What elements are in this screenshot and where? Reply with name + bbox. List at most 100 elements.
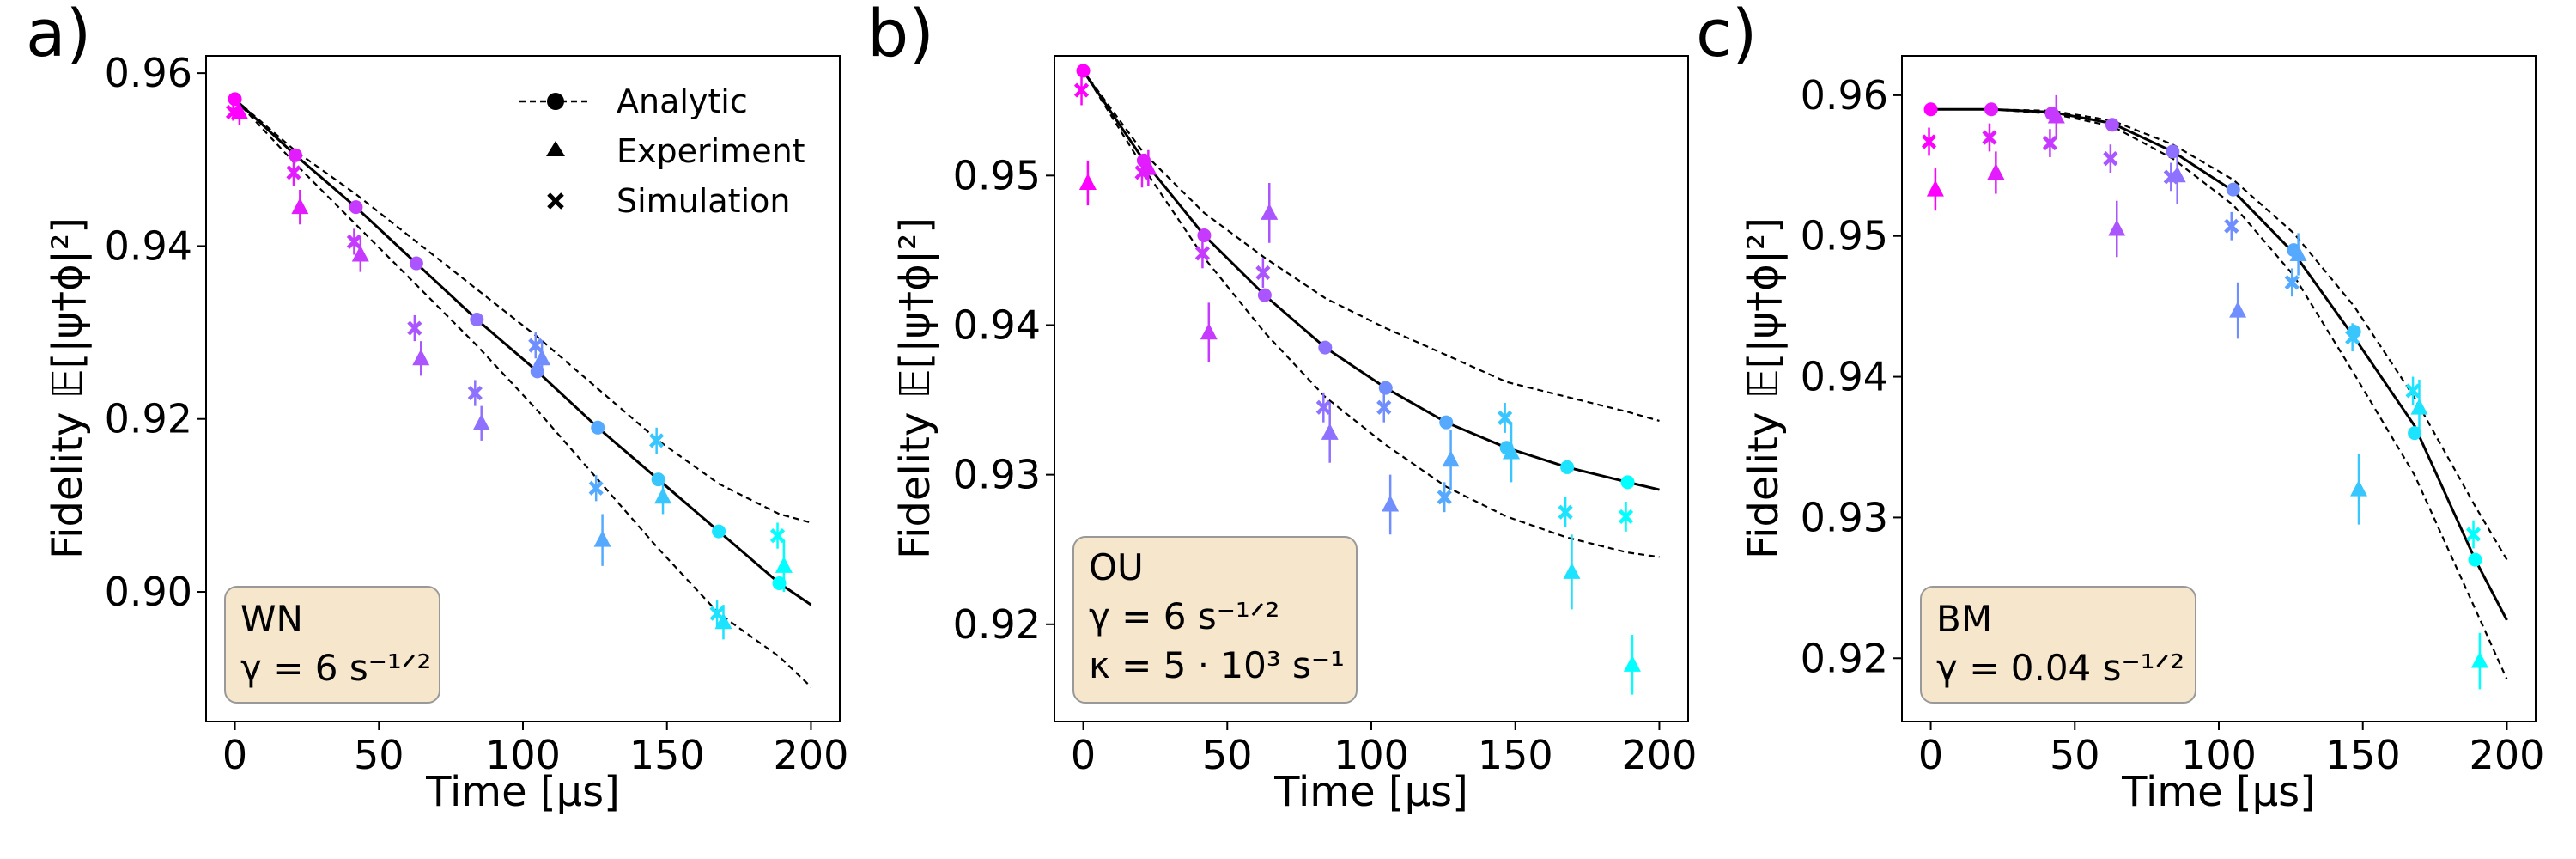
panel-b: b) 0 50 100 150 200 0.92 0.93 0.94 0.95 Time [μs…: [867, 0, 1697, 816]
y-tick-label: 0.95: [953, 152, 1041, 198]
panel-c-marks: [1921, 94, 2508, 690]
experiment-point: [2350, 479, 2368, 497]
panel-c-analytic-mean-line: [1930, 107, 2508, 621]
panel-b-box-line-3: κ = 5 · 10³ s⁻¹: [1089, 644, 1345, 686]
y-tick-label: 0.96: [105, 50, 192, 96]
simulation-point: [1315, 399, 1331, 415]
panel-c-analytic-lower-line: [1930, 108, 2508, 680]
simulation-point: [225, 104, 241, 120]
simulation-point: [286, 165, 301, 180]
legend-analytic-marker: [547, 93, 564, 110]
simulation-point: [467, 385, 483, 401]
simulation-point: [1921, 134, 1937, 149]
x-tick-label: 200: [774, 732, 849, 778]
panel-a-parameter-box: WN γ = 6 s⁻¹ᐟ²: [224, 586, 440, 704]
legend-experiment-label: Experiment: [617, 132, 805, 170]
panel-c-ylabel: Fidelity 𝔼[|ψ†ϕ|²]: [1740, 217, 1788, 559]
panel-a-marks: [225, 92, 812, 688]
x-tick-label: 150: [629, 732, 705, 778]
simulation-point: [407, 320, 422, 336]
y-tick-label: 0.95: [1801, 213, 1888, 259]
simulation-point: [1376, 399, 1392, 415]
analytic-point: [1378, 381, 1393, 395]
y-tick-label: 0.93: [953, 452, 1041, 498]
panel-b-ylabel: Fidelity 𝔼[|ψ†ϕ|²]: [891, 217, 939, 559]
experiment-point: [1926, 180, 1944, 197]
analytic-point: [2347, 325, 2361, 339]
panel-b-marks: [1073, 64, 1660, 695]
analytic-point: [1984, 102, 1998, 117]
y-tick-label: 0.94: [1801, 354, 1888, 400]
panel-c-letter: c): [1696, 0, 1757, 71]
experiment-point: [1563, 562, 1581, 579]
simulation-point: [709, 606, 725, 621]
simulation-point: [649, 433, 665, 448]
experiment-point: [775, 556, 793, 573]
experiment-point: [2108, 219, 2126, 236]
simulation-point: [346, 234, 362, 249]
experiment-point: [2410, 398, 2428, 415]
simulation-point: [1134, 165, 1150, 180]
panel-c-box-bg: [1920, 586, 2196, 704]
panel-c-parameter-box: BM γ = 0.04 s⁻¹ᐟ²: [1920, 586, 2196, 704]
x-tick-label: 50: [2050, 732, 2100, 778]
panel-b-box-bg: [1072, 536, 1358, 704]
panel-b-analytic-mean-line: [1082, 70, 1660, 491]
x-tick-label: 0: [222, 732, 247, 778]
panel-b-ticks: 0 50 100 150 200 0.92 0.93 0.94 0.95: [953, 152, 1698, 778]
panel-b-xlabel: Time [μs]: [1273, 768, 1468, 816]
panel-c-ticks: 0 50 100 150 200 0.92 0.93 0.94 0.95 0.96: [1801, 72, 2545, 778]
analytic-point: [2287, 243, 2301, 258]
panel-a-analytic-lower-line: [234, 98, 812, 688]
panel-a-ylabel: Fidelity 𝔼[|ψ†ϕ|²]: [44, 217, 92, 559]
simulation-point: [1498, 410, 1513, 426]
experiment-point: [1261, 203, 1279, 220]
analytic-point: [470, 312, 484, 326]
x-tick-label: 0: [1071, 732, 1096, 778]
panel-a: a) 0 50 100 150 200 0.90 0.92 0.94 0.96 Time [μs…: [26, 0, 848, 816]
simulation-point: [528, 338, 544, 353]
panel-a-box-line-2: γ = 6 s⁻¹ᐟ²: [240, 647, 431, 689]
y-tick-label: 0.90: [105, 569, 192, 615]
y-tick-label: 0.96: [1801, 72, 1888, 119]
analytic-point: [1923, 102, 1938, 117]
analytic-point: [1197, 228, 1212, 242]
analytic-point: [2226, 182, 2240, 197]
simulation-point: [2103, 151, 2118, 167]
experiment-point: [472, 413, 490, 430]
experiment-point: [1078, 174, 1097, 191]
panel-b-analytic-lower-line: [1082, 70, 1660, 558]
experiment-point: [351, 245, 369, 262]
simulation-point: [1073, 82, 1090, 98]
x-tick-label: 100: [1334, 732, 1409, 778]
panel-a-letter: a): [26, 0, 91, 71]
analytic-point: [1560, 460, 1575, 474]
legend-simulation-marker: [547, 192, 564, 210]
y-tick-label: 0.94: [953, 302, 1041, 348]
panel-c-box-line-1: BM: [1936, 598, 1992, 640]
analytic-point: [1136, 153, 1151, 168]
simulation-point: [1255, 265, 1271, 281]
analytic-point: [1076, 64, 1091, 78]
legend-experiment-marker: [546, 141, 565, 156]
analytic-point: [712, 524, 726, 539]
panel-a-analytic-upper-line: [234, 98, 811, 524]
x-tick-label: 200: [1622, 732, 1698, 778]
experiment-point: [1200, 323, 1218, 340]
panel-a-ticks: 0 50 100 150 200 0.90 0.92 0.94 0.96: [105, 50, 849, 778]
analytic-point: [1318, 340, 1333, 355]
simulation-point: [2042, 135, 2058, 151]
simulation-point: [1982, 130, 1997, 145]
simulation-point: [2284, 275, 2300, 290]
panel-b-letter: b): [867, 0, 934, 71]
simulation-point: [1558, 504, 1573, 520]
simulation-point: [2224, 218, 2239, 234]
panel-b-box-line-1: OU: [1089, 546, 1144, 588]
experiment-point: [2229, 301, 2247, 318]
analytic-point: [2166, 144, 2180, 159]
x-tick-label: 50: [1202, 732, 1253, 778]
x-tick-label: 50: [354, 732, 404, 778]
analytic-point: [651, 472, 665, 487]
analytic-point: [1439, 415, 1454, 430]
y-tick-label: 0.92: [105, 396, 192, 442]
